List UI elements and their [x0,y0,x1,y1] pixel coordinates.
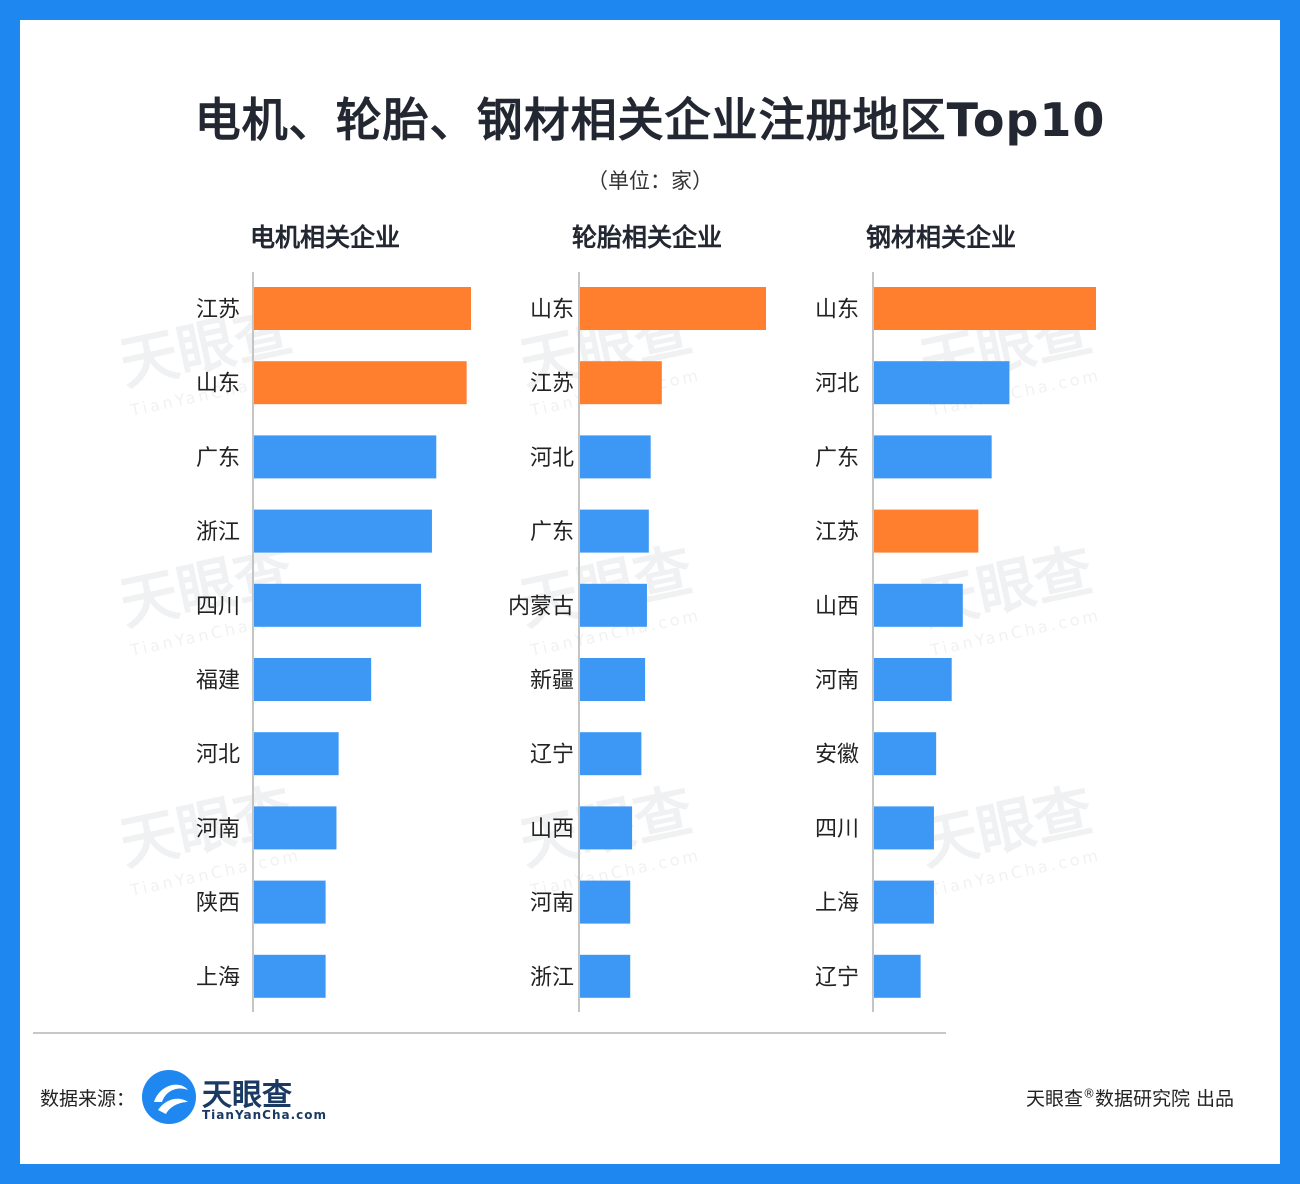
category-label: 山东 [815,298,859,323]
category-label: 河北 [196,743,240,768]
bar [874,583,963,627]
logo-text: 天眼查 [202,1078,292,1113]
category-label: 浙江 [530,965,574,990]
bar [580,361,662,405]
bar [580,954,631,998]
unit-label: （单位：家） [587,169,713,193]
credit-text: 数据研究院 出品 [1094,1088,1234,1110]
category-label: 山东 [196,372,240,397]
category-label: 江苏 [196,298,240,323]
bar [254,435,437,479]
category-label: 山东 [530,298,574,323]
bar [254,287,471,330]
category-label: 广东 [196,446,240,471]
category-label: 河南 [815,669,859,694]
category-label: 江苏 [815,520,859,545]
bar [580,880,631,924]
category-label: 山西 [530,817,574,842]
bar [874,880,934,924]
category-label: 河北 [815,372,859,397]
category-label: 安徽 [815,743,859,768]
category-label: 辽宁 [815,965,859,990]
category-label: 河北 [530,446,574,471]
bar [874,435,992,479]
category-label: 浙江 [196,520,240,545]
registered-mark: ® [1082,1086,1095,1101]
footer-divider [33,1032,946,1034]
bar [254,880,326,924]
bar [874,361,1010,405]
bar [580,732,642,776]
source-label: 数据来源： [40,1088,136,1110]
bar [254,806,337,850]
bar [580,509,649,553]
tianyancha-logo: 天眼查 TianYanCha.com [140,1068,330,1126]
bar [254,732,339,776]
bar [580,583,647,627]
bar [254,954,326,998]
bar [254,509,432,553]
category-label: 广东 [815,446,859,471]
bar [580,658,646,701]
category-label: 新疆 [530,669,574,694]
bar [580,806,633,850]
logo-icon [142,1070,196,1124]
category-label: 辽宁 [530,743,574,768]
chart-title: 电机、轮胎、钢材相关企业注册地区Top10 [194,93,1106,147]
category-label: 上海 [196,965,240,990]
category-label: 河南 [530,891,574,916]
category-label: 上海 [815,891,859,916]
category-label: 河南 [196,817,240,842]
bar [874,806,934,850]
category-label: 广东 [530,520,574,545]
bar [874,658,952,701]
category-label: 陕西 [196,891,240,916]
bar [580,287,766,330]
panel-title-steel: 钢材相关企业 [865,223,1016,252]
bar [254,658,372,701]
panel-title-motor: 电机相关企业 [249,223,400,252]
credit-line: 天眼查®数据研究院 出品 [1026,1084,1234,1111]
category-label: 四川 [196,594,240,619]
bar [254,583,422,627]
bar [874,954,921,998]
category-label: 福建 [196,669,240,694]
category-label: 江苏 [530,372,574,397]
category-label: 山西 [815,594,859,619]
category-label: 内蒙古 [508,594,574,619]
chart-frame [20,20,1280,1164]
credit-brand: 天眼查 [1025,1088,1083,1110]
bar [580,435,651,479]
category-label: 四川 [815,817,859,842]
panel-title-tire: 轮胎相关企业 [571,223,722,252]
bar [874,287,1096,330]
bar [874,509,979,553]
bar [874,732,937,776]
bar [254,361,467,405]
logo-subtext: TianYanCha.com [202,1108,328,1122]
